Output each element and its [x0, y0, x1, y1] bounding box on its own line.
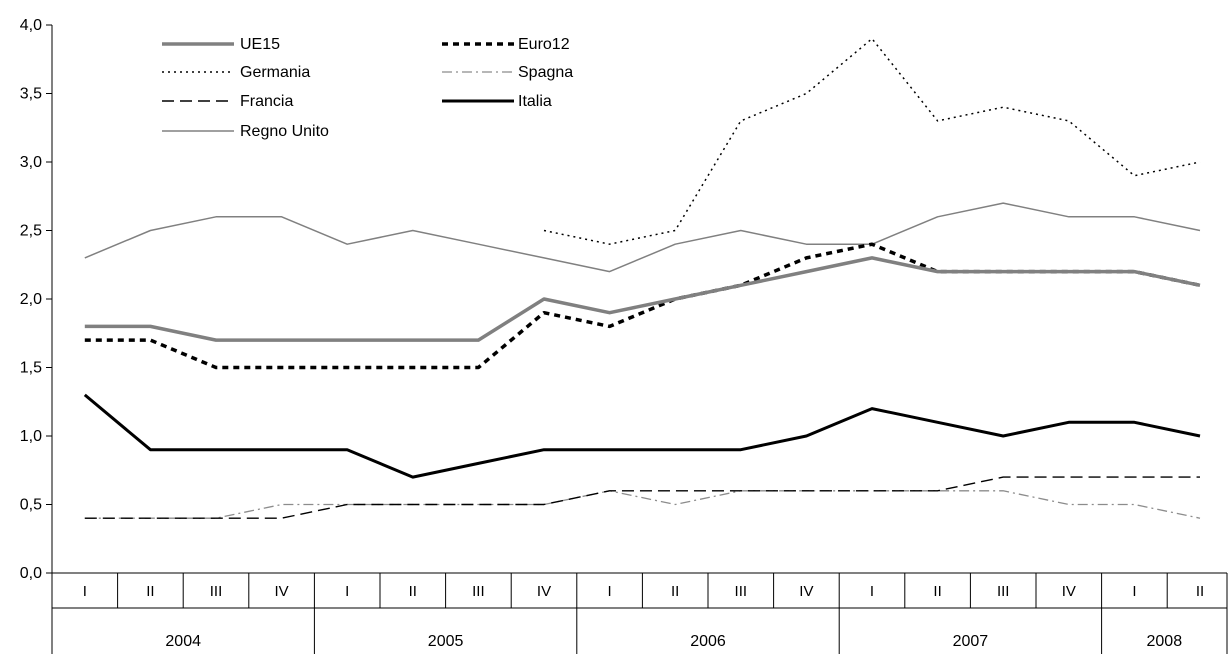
x-tick-label: II — [409, 583, 417, 600]
year-label: 2004 — [165, 633, 201, 650]
x-tick-label: I — [345, 583, 349, 600]
legend-label-euro12: Euro12 — [518, 36, 570, 53]
series-line-germania — [543, 37, 1201, 245]
legend-label-italia: Italia — [518, 93, 552, 110]
x-tick-label: III — [210, 583, 223, 600]
axes: 0,00,51,01,52,02,53,03,54,0I II III IV I II II… — [20, 17, 1228, 654]
x-tick-label: II — [146, 583, 154, 600]
series-line-ue15 — [84, 256, 1201, 342]
legend-label-germania: Germania — [240, 64, 310, 81]
x-tick-label: II — [1196, 583, 1204, 600]
series-line-euro12 — [84, 242, 1201, 370]
year-label: 2008 — [1147, 633, 1183, 650]
y-tick-label: 3,0 — [20, 154, 42, 171]
legend: UE15 Euro12 Germania Spagna Francia Italia Reg… — [162, 36, 573, 140]
year-label: 2007 — [953, 633, 989, 650]
year-label: 2006 — [690, 633, 726, 650]
legend-label-ue15: UE15 — [240, 36, 280, 53]
series-line-spagna — [84, 490, 1201, 519]
series-line-italia — [83, 393, 1201, 479]
legend-label-spagna: Spagna — [518, 64, 573, 81]
y-tick-label: 2,5 — [20, 223, 42, 240]
y-tick-label: 0,5 — [20, 497, 42, 514]
legend-label-francia: Francia — [240, 93, 293, 110]
year-label: 2005 — [428, 633, 464, 650]
x-tick-label: II — [671, 583, 679, 600]
x-tick-label: IV — [537, 583, 551, 600]
series-layer — [83, 37, 1201, 519]
y-tick-label: 1,0 — [20, 428, 42, 445]
x-tick-label: IV — [1062, 583, 1076, 600]
y-tick-label: 1,5 — [20, 360, 42, 377]
x-tick-label: I — [870, 583, 874, 600]
x-tick-label: I — [83, 583, 87, 600]
y-tick-label: 0,0 — [20, 565, 42, 582]
x-tick-label: I — [1132, 583, 1136, 600]
x-tick-label: III — [997, 583, 1010, 600]
x-tick-label: II — [933, 583, 941, 600]
x-tick-label: I — [608, 583, 612, 600]
x-tick-label: IV — [275, 583, 289, 600]
x-tick-label: III — [735, 583, 748, 600]
y-tick-label: 2,0 — [20, 291, 42, 308]
y-tick-label: 4,0 — [20, 17, 42, 34]
series-line-francia — [84, 476, 1200, 519]
x-tick-label: III — [472, 583, 485, 600]
series-line-regno-unito — [84, 202, 1201, 273]
y-tick-label: 3,5 — [20, 86, 42, 103]
legend-label-regno-unito: Regno Unito — [240, 123, 329, 140]
x-tick-label: IV — [799, 583, 813, 600]
